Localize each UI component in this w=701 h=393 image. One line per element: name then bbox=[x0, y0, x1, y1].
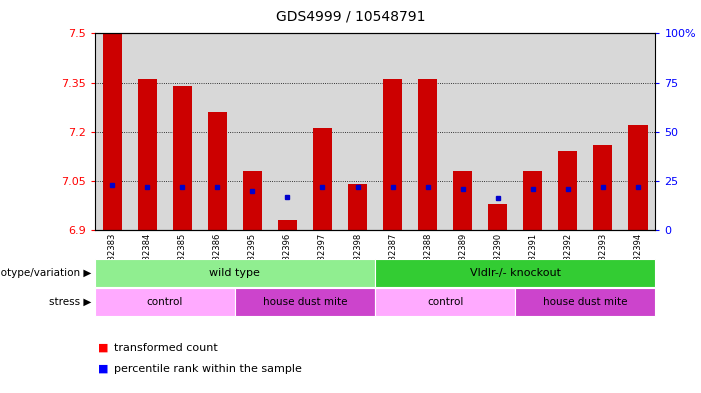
Text: genotype/variation ▶: genotype/variation ▶ bbox=[0, 268, 91, 278]
Bar bbox=[207, 112, 227, 230]
Bar bbox=[558, 151, 578, 230]
Text: percentile rank within the sample: percentile rank within the sample bbox=[114, 364, 301, 374]
Bar bbox=[620, 33, 655, 230]
Bar bbox=[348, 184, 367, 230]
Bar bbox=[445, 33, 480, 230]
Text: control: control bbox=[427, 297, 463, 307]
Bar bbox=[453, 171, 472, 230]
Bar bbox=[305, 33, 340, 230]
Bar bbox=[243, 171, 262, 230]
Bar bbox=[137, 79, 157, 230]
Bar bbox=[418, 79, 437, 230]
Text: ■: ■ bbox=[98, 364, 109, 374]
Bar bbox=[313, 129, 332, 230]
Text: Vldlr-/- knockout: Vldlr-/- knockout bbox=[470, 268, 561, 278]
Bar bbox=[375, 33, 410, 230]
Bar bbox=[550, 33, 585, 230]
Bar bbox=[523, 171, 543, 230]
Bar bbox=[102, 33, 122, 230]
Bar bbox=[628, 125, 648, 230]
Bar bbox=[95, 33, 130, 230]
Bar bbox=[172, 86, 192, 230]
Bar bbox=[383, 79, 402, 230]
Text: house dust mite: house dust mite bbox=[543, 297, 627, 307]
Bar bbox=[340, 33, 375, 230]
Text: stress ▶: stress ▶ bbox=[49, 297, 91, 307]
Bar bbox=[593, 145, 613, 230]
Text: control: control bbox=[147, 297, 183, 307]
Bar bbox=[480, 33, 515, 230]
Bar bbox=[515, 33, 550, 230]
Bar bbox=[488, 204, 508, 230]
Text: GDS4999 / 10548791: GDS4999 / 10548791 bbox=[275, 10, 426, 24]
Bar bbox=[410, 33, 445, 230]
Bar bbox=[270, 33, 305, 230]
Bar bbox=[130, 33, 165, 230]
Bar bbox=[585, 33, 620, 230]
Text: ■: ■ bbox=[98, 343, 109, 353]
Text: wild type: wild type bbox=[210, 268, 260, 278]
Bar bbox=[235, 33, 270, 230]
Text: house dust mite: house dust mite bbox=[263, 297, 347, 307]
Bar bbox=[278, 220, 297, 230]
Bar bbox=[200, 33, 235, 230]
Bar bbox=[165, 33, 200, 230]
Text: transformed count: transformed count bbox=[114, 343, 217, 353]
